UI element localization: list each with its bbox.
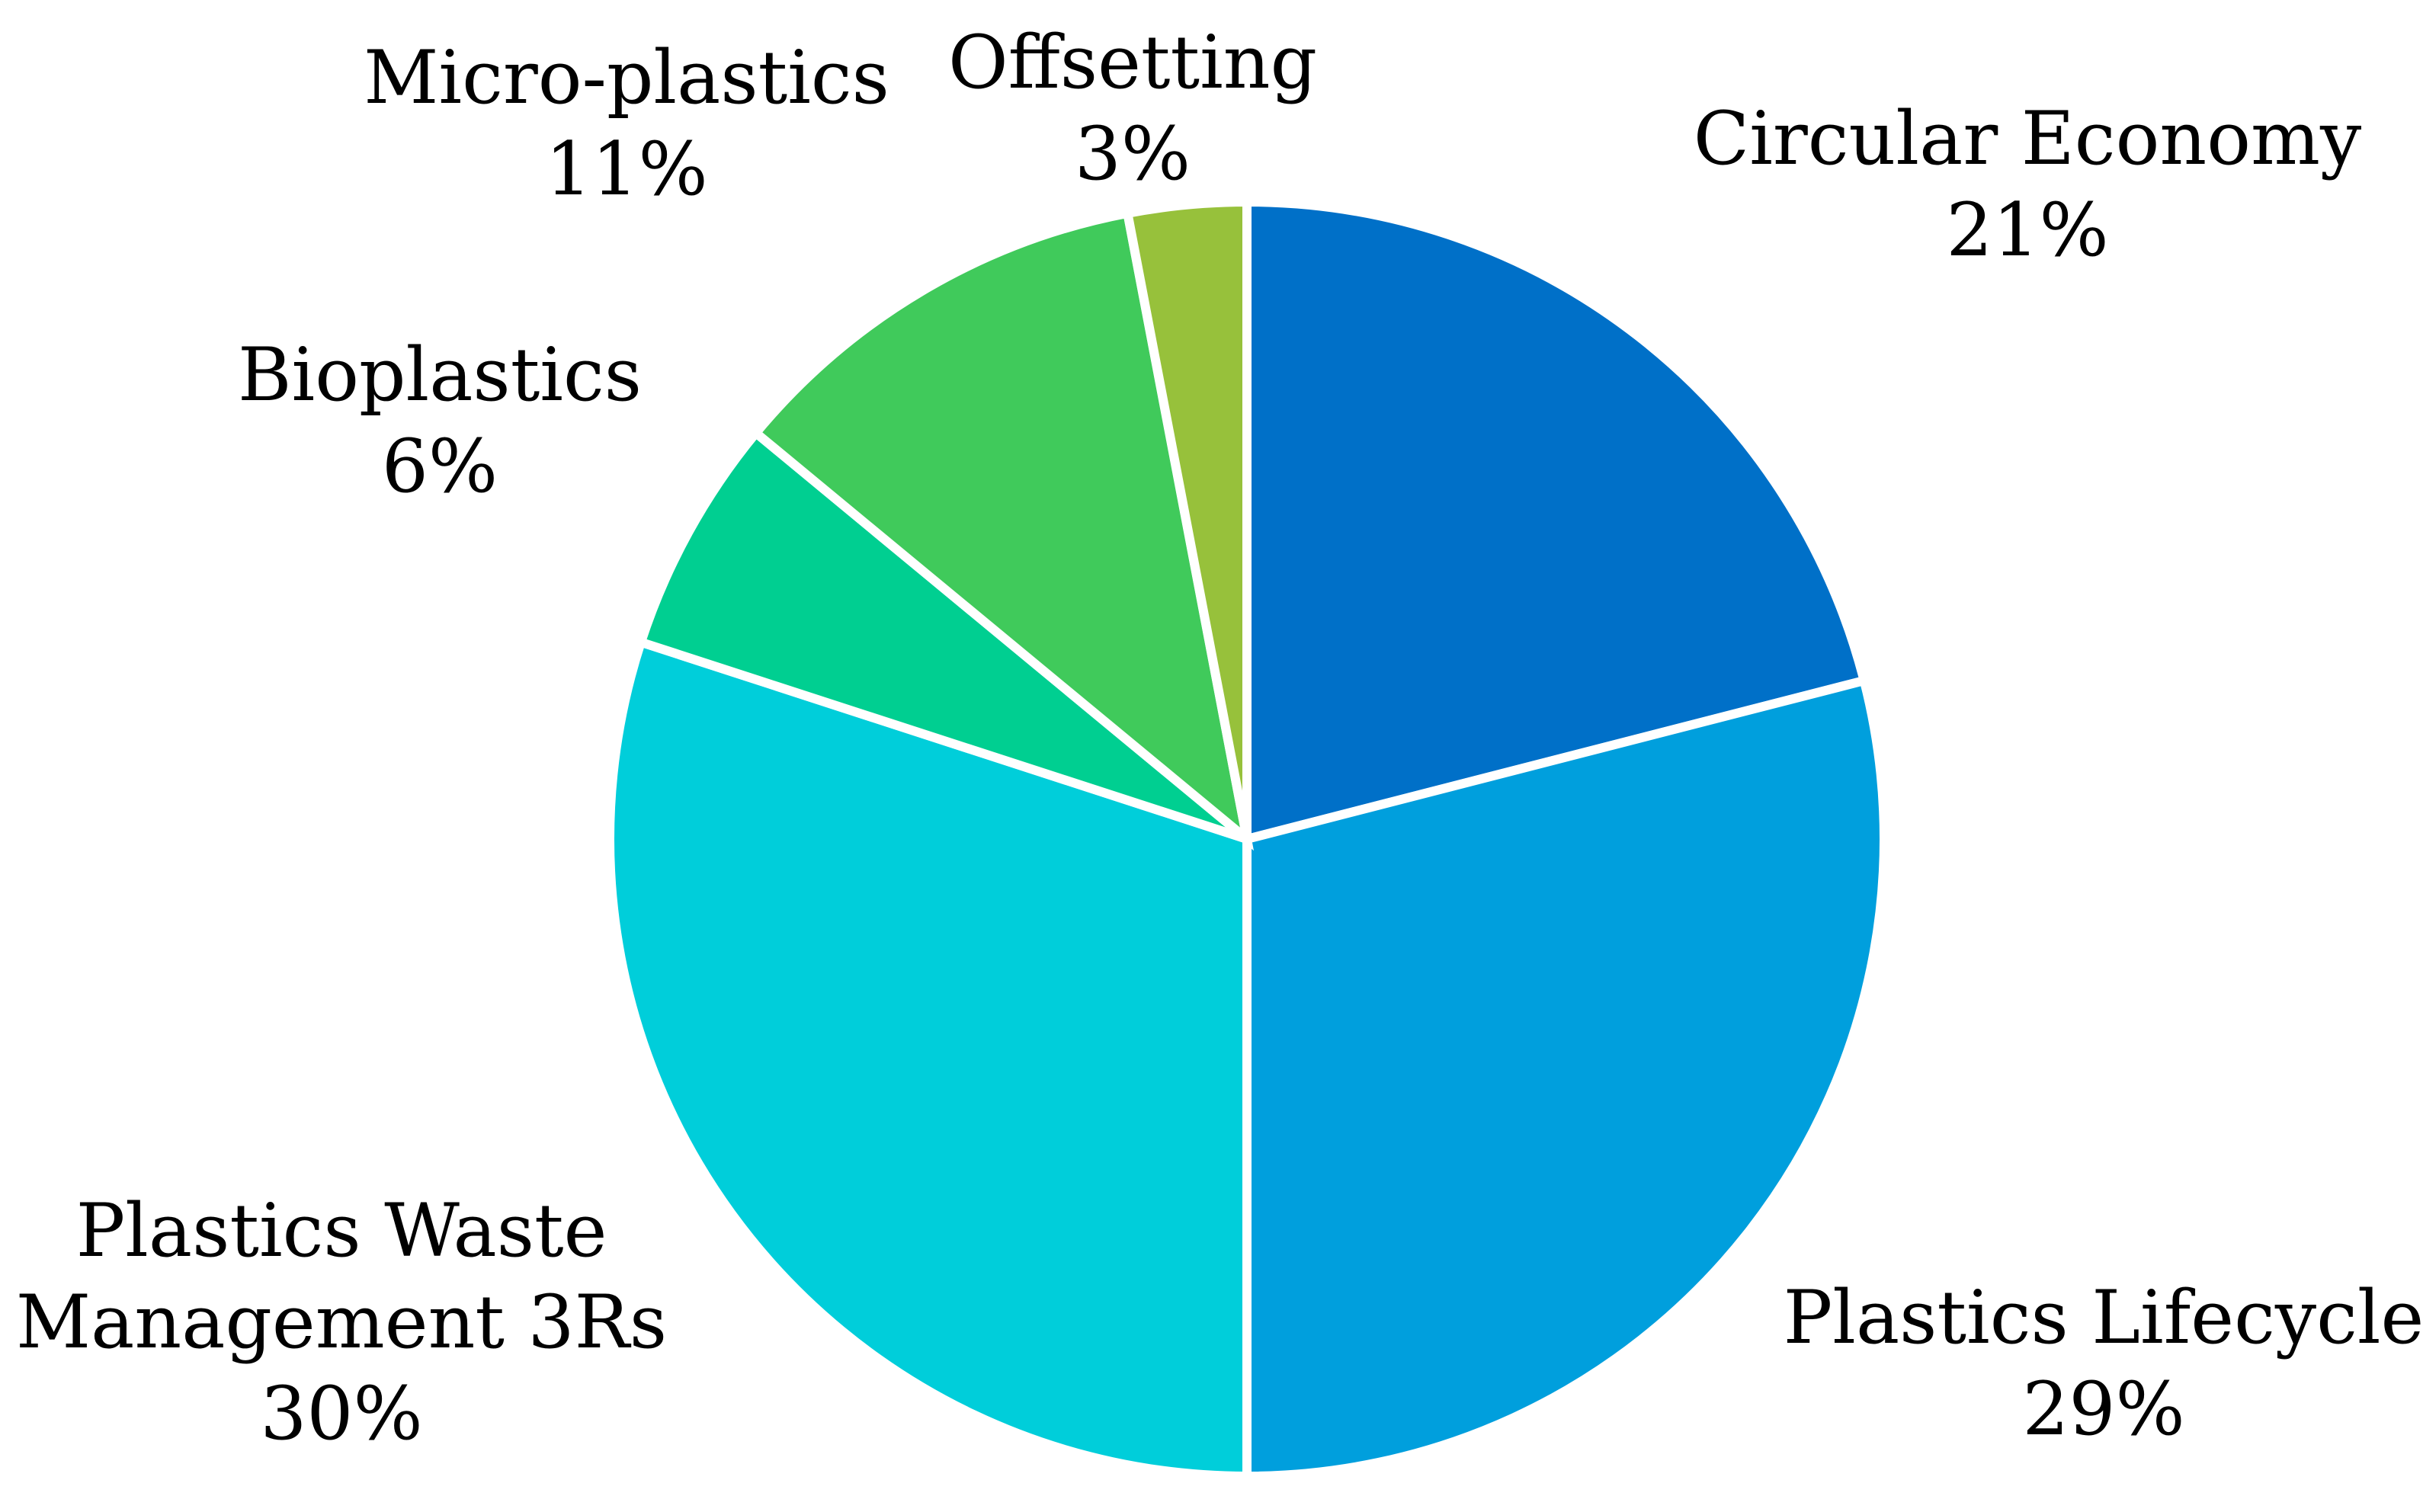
slice-percent-label: 11% [545, 127, 707, 212]
slice-percent-label: 3% [1075, 111, 1191, 197]
slice-category-label: Micro-plastics [364, 35, 889, 120]
slice-category-label: Bioplastics [238, 332, 642, 418]
pie-slice-offsetting [1122, 197, 1252, 841]
slice-category-label: Plastics Lifecycle [1784, 1275, 2423, 1360]
slice-category-label: Management 3Rs [16, 1280, 667, 1365]
slice-category-label: Offsetting [948, 20, 1317, 105]
slice-category-label: Circular Economy [1694, 96, 2362, 181]
pie-slice-bioplastics [635, 426, 1250, 844]
slice-percent-label: 30% [260, 1371, 422, 1456]
pie-slice-circular-economy [1242, 197, 1870, 845]
slice-percent-label: 6% [382, 424, 498, 509]
slice-percent-label: 21% [1946, 187, 2108, 273]
pie-slice-plastics-waste-management-3rs [605, 636, 1252, 1482]
pie-slice-micro-plastics [749, 207, 1255, 851]
pie-slice-plastics-lifecycle [1242, 674, 1889, 1482]
slices-layer [605, 197, 1889, 1482]
slice-percent-label: 29% [2022, 1366, 2184, 1452]
slice-category-label: Plastics Waste [76, 1188, 607, 1273]
